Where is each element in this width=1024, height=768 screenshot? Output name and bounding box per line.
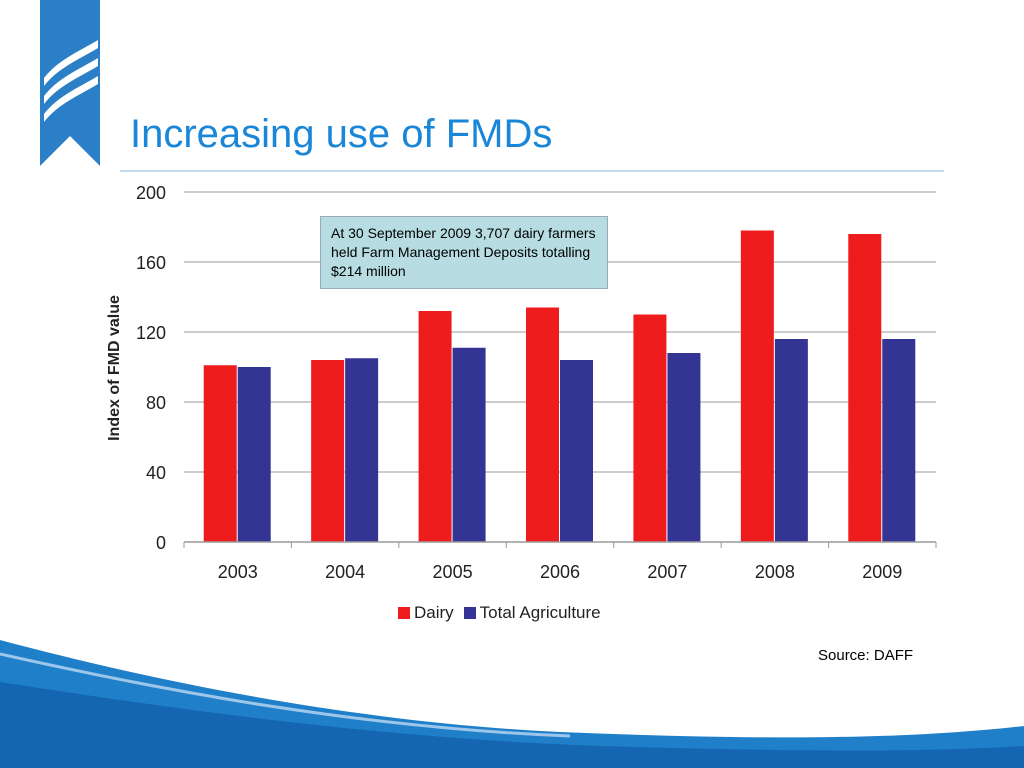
y-tick-label: 40 bbox=[146, 463, 166, 483]
bar-dairy bbox=[740, 230, 774, 542]
footer-wave bbox=[0, 640, 1024, 768]
company-logo bbox=[40, 0, 100, 166]
y-axis-label: Index of FMD value bbox=[106, 295, 123, 441]
legend-label-total-agriculture: Total Agriculture bbox=[479, 603, 601, 622]
y-tick-label: 0 bbox=[156, 533, 166, 553]
axes: 0 40 80 120 160 200 2003 2004 2005 2006 2007 2008 20… bbox=[136, 183, 937, 582]
legend-item-dairy: Dairy bbox=[398, 603, 454, 623]
legend-swatch-dairy bbox=[398, 607, 410, 619]
legend-swatch-total-agriculture bbox=[463, 607, 476, 619]
chart-annotation: At 30 September 2009 3,707 dairy farmers… bbox=[320, 216, 608, 289]
bar-dairy bbox=[311, 360, 345, 542]
bar-total-agriculture bbox=[774, 339, 808, 542]
y-tick-label: 200 bbox=[136, 183, 166, 203]
page-title: Increasing use of FMDs bbox=[130, 112, 553, 156]
legend-item-total-agriculture: Total Agriculture bbox=[463, 603, 601, 623]
bar-total-agriculture bbox=[667, 353, 701, 542]
bar-total-agriculture bbox=[345, 358, 379, 542]
bar-total-agriculture bbox=[560, 360, 593, 542]
x-tick-label: 2008 bbox=[755, 562, 795, 582]
x-tick-label: 2009 bbox=[862, 562, 902, 582]
x-tick-label: 2004 bbox=[325, 562, 365, 582]
y-tick-label: 160 bbox=[136, 253, 166, 273]
bar-dairy bbox=[848, 234, 882, 542]
x-tick-label: 2005 bbox=[433, 562, 473, 582]
x-tick-label: 2007 bbox=[647, 562, 687, 582]
bars bbox=[203, 230, 916, 542]
chart-legend: Dairy Total Agriculture bbox=[398, 603, 611, 623]
bar-total-agriculture bbox=[452, 347, 486, 542]
bar-dairy bbox=[526, 307, 559, 542]
y-tick-label: 80 bbox=[146, 393, 166, 413]
x-tick-label: 2003 bbox=[218, 562, 258, 582]
y-tick-label: 120 bbox=[136, 323, 166, 343]
bar-total-agriculture bbox=[237, 367, 271, 542]
title-divider bbox=[120, 170, 944, 172]
bar-dairy bbox=[633, 314, 667, 542]
x-tick-label: 2006 bbox=[540, 562, 580, 582]
source-note: Source: DAFF bbox=[818, 647, 914, 664]
bar-total-agriculture bbox=[882, 339, 916, 542]
bar-dairy bbox=[203, 365, 237, 542]
bar-dairy bbox=[418, 311, 452, 542]
legend-label-dairy: Dairy bbox=[414, 603, 454, 622]
